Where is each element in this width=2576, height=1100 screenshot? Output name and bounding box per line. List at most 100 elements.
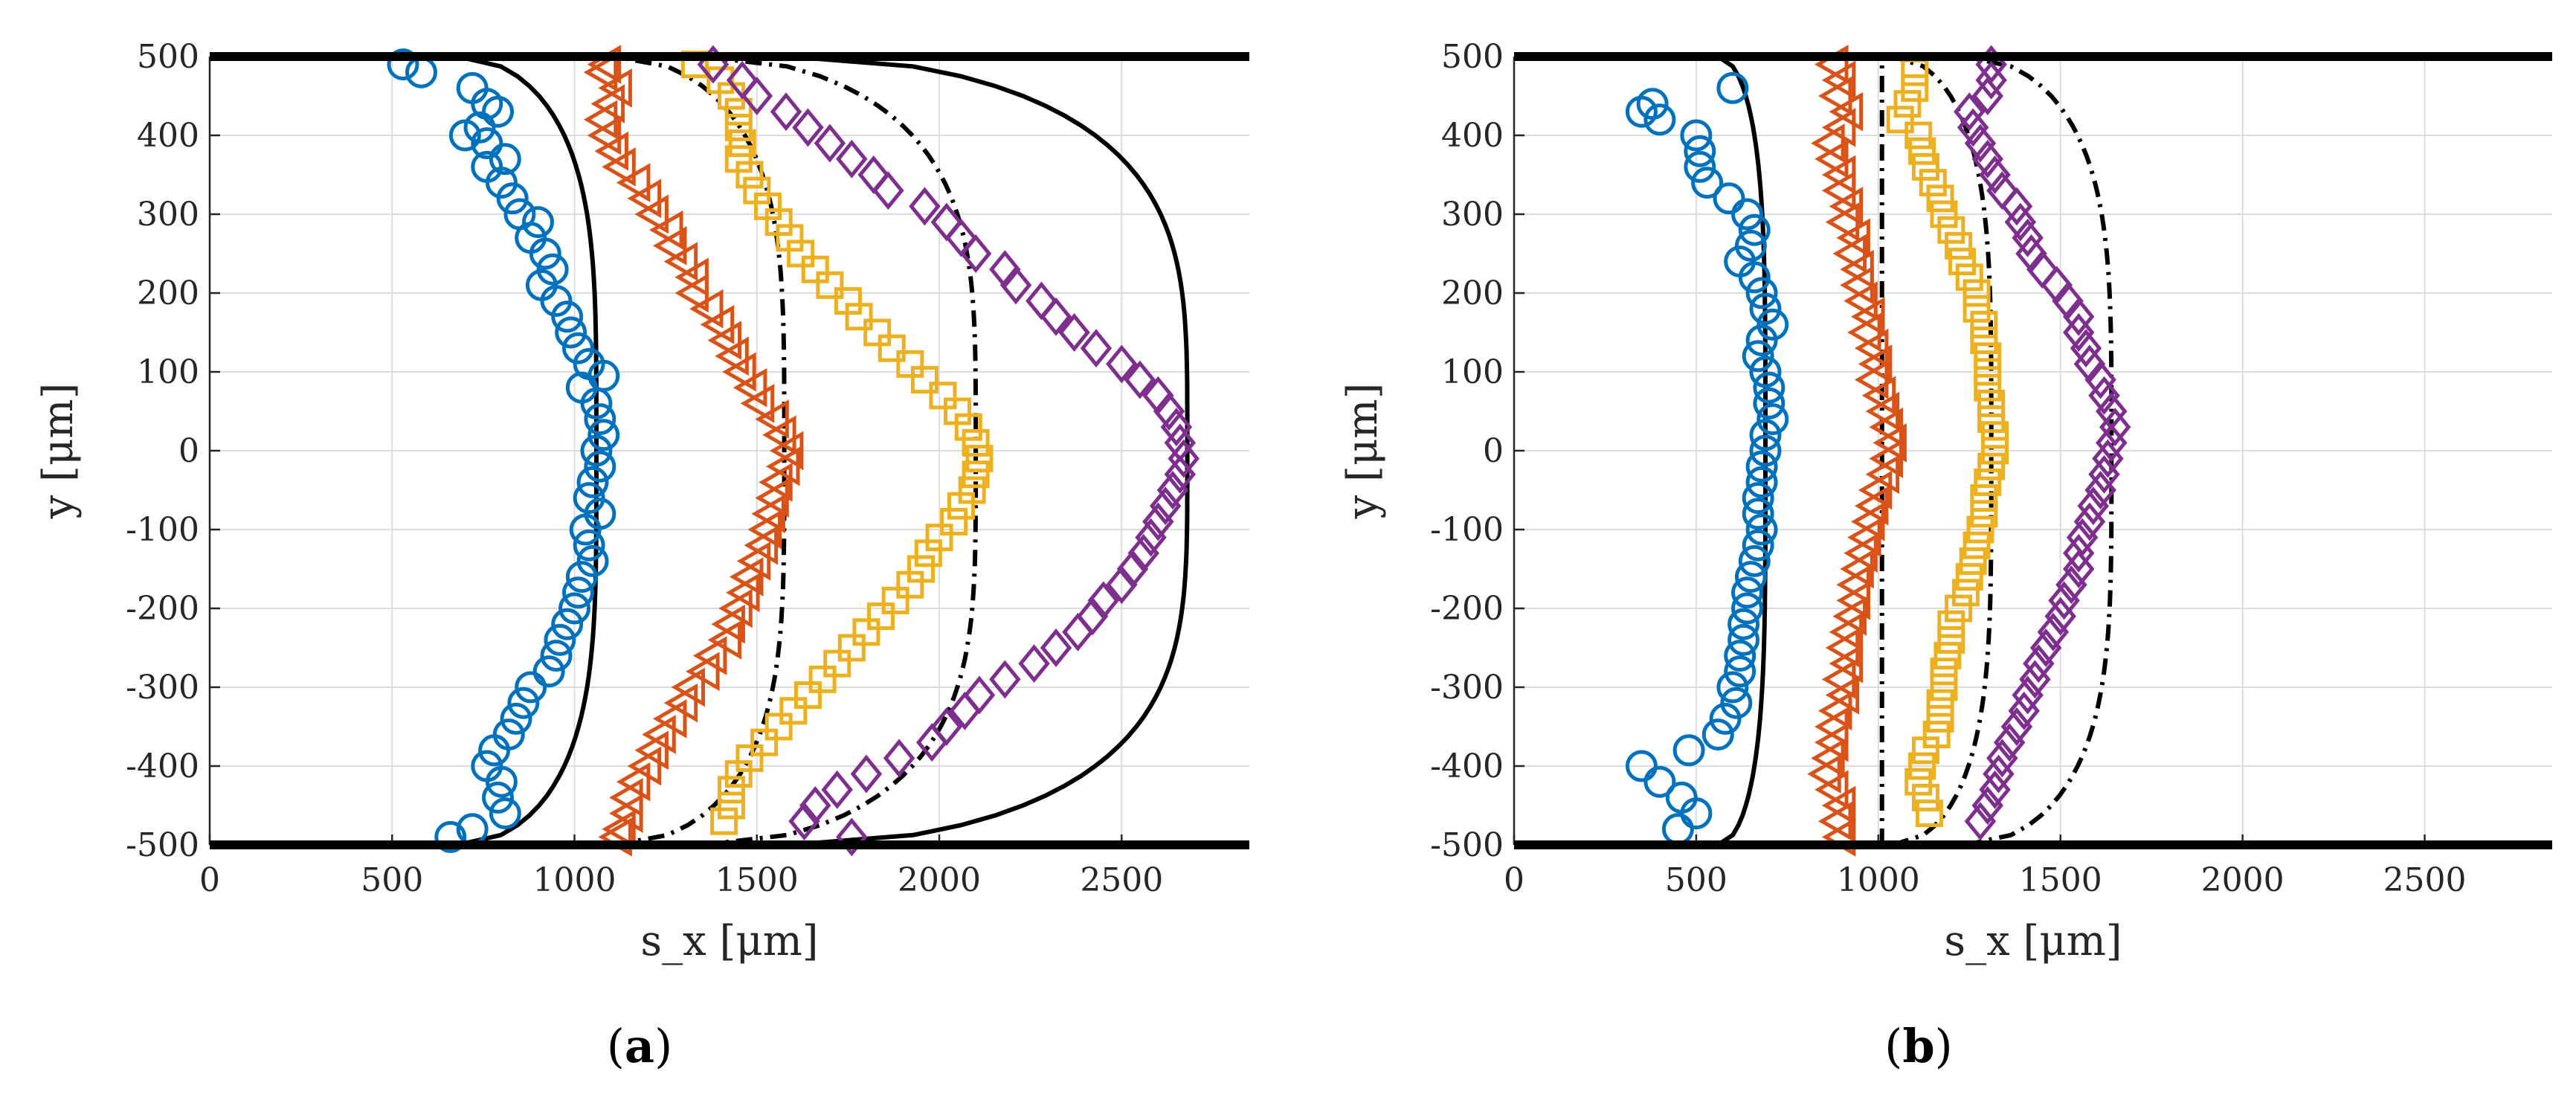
data-point-s2 [762, 415, 796, 455]
panel-b: 0 500 1000 1500 2000 25005004003002001000-100… [1339, 38, 2552, 1073]
data-point-s4 [945, 218, 977, 257]
data-point-s1 [1724, 640, 1756, 672]
data-point-s2 [1854, 360, 1889, 399]
data-point-s1 [551, 300, 584, 333]
data-point-s2 [755, 399, 789, 439]
x-tick-label: 0 [199, 861, 220, 899]
data-point-s1 [584, 403, 616, 436]
data-point-s3 [717, 791, 745, 820]
data-point-s2 [1811, 739, 1845, 778]
data-point-s1 [1738, 261, 1771, 294]
data-point-s3 [962, 428, 990, 457]
data-point-s2 [634, 730, 669, 771]
data-point-s4 [2055, 565, 2087, 605]
series-s4 [1954, 45, 2131, 841]
data-point-s4 [1156, 471, 1189, 509]
data-point-s2 [652, 699, 687, 739]
x-tick-label: 1500 [2019, 861, 2102, 899]
data-point-s3 [1977, 389, 2006, 417]
data-point-s1 [500, 702, 532, 735]
data-point-s2 [663, 683, 698, 723]
data-point-s2 [1815, 139, 1849, 179]
data-point-s4 [1025, 281, 1057, 321]
data-point-s4 [2092, 439, 2124, 478]
x-axis-label: s_x [μm] [640, 917, 818, 965]
data-point-s2 [707, 321, 742, 360]
x-tick-label: 1000 [533, 861, 616, 899]
data-point-s1 [1730, 592, 1763, 625]
data-point-s1 [1625, 95, 1658, 128]
data-point-s1 [1734, 229, 1767, 262]
data-point-s2 [726, 573, 760, 613]
data-point-s4 [1979, 770, 2011, 809]
data-point-s1 [561, 332, 594, 364]
data-point-s1 [1745, 277, 1778, 309]
data-point-s1 [1727, 623, 1760, 656]
y-tick-label: -500 [1430, 826, 1504, 864]
data-point-s3 [1937, 216, 1965, 244]
data-point-s4 [821, 770, 853, 809]
data-point-s3 [1981, 421, 2009, 449]
data-point-s2 [1821, 785, 1856, 826]
data-point-s1 [489, 143, 521, 176]
data-point-s4 [2029, 628, 2062, 667]
data-point-s4 [814, 123, 846, 163]
data-point-s1 [540, 285, 573, 318]
data-point-s3 [1912, 152, 1940, 181]
data-point-s4 [2099, 408, 2131, 447]
data-point-s2 [1821, 60, 1856, 100]
data-point-s1 [515, 671, 547, 704]
x-tick-label: 1000 [1837, 861, 1920, 899]
data-point-s3 [717, 776, 745, 804]
data-point-s3 [910, 366, 938, 394]
data-point-s1 [580, 387, 613, 419]
x-tick-label: 500 [1665, 861, 1727, 899]
data-point-s4 [1983, 754, 2015, 794]
data-point-s4 [872, 171, 904, 210]
data-point-s4 [836, 817, 868, 857]
data-point-s4 [1106, 565, 1138, 605]
data-point-s2 [747, 509, 782, 550]
y-axis-label: y [μm] [1339, 383, 1387, 520]
data-point-s1 [1713, 182, 1745, 215]
data-point-s4 [1979, 155, 2011, 194]
data-point-s1 [1734, 561, 1767, 594]
data-point-s3 [929, 382, 957, 410]
data-point-s4 [2062, 533, 2095, 573]
data-point-s3 [801, 255, 829, 283]
data-point-s2 [766, 446, 800, 486]
data-point-s2 [1836, 218, 1870, 258]
data-point-s1 [540, 640, 573, 672]
data-point-s3 [1974, 373, 2002, 402]
data-point-s2 [1829, 643, 1864, 684]
data-point-s2 [1858, 344, 1893, 384]
data-point-s1 [1680, 119, 1713, 152]
data-point-s3 [1962, 295, 1991, 323]
data-point-s3 [1945, 594, 1973, 623]
data-point-s3 [863, 318, 892, 347]
data-point-s2 [1851, 297, 1885, 337]
data-point-s1 [1716, 671, 1749, 704]
data-point-s3 [779, 697, 808, 725]
data-point-s1 [532, 655, 565, 688]
data-point-s2 [642, 715, 676, 754]
data-point-s3 [845, 303, 873, 331]
series-s2 [583, 45, 804, 857]
series-s1 [387, 48, 620, 853]
data-point-s4 [857, 155, 889, 194]
data-point-s2 [1829, 91, 1864, 132]
data-point-s4 [2012, 675, 2044, 715]
data-point-s2 [583, 52, 618, 92]
data-point-s1 [1749, 292, 1782, 325]
data-point-s3 [1912, 736, 1940, 765]
data-point-s3 [1970, 310, 1998, 338]
data-point-s2 [1807, 754, 1841, 794]
data-point-s3 [940, 507, 968, 535]
data-point-s1 [482, 95, 515, 128]
data-point-s1 [1701, 718, 1734, 751]
data-point-s1 [1749, 419, 1782, 451]
data-point-s3 [1912, 783, 1940, 811]
data-point-s4 [1124, 360, 1156, 399]
data-point-s4 [1164, 454, 1197, 494]
